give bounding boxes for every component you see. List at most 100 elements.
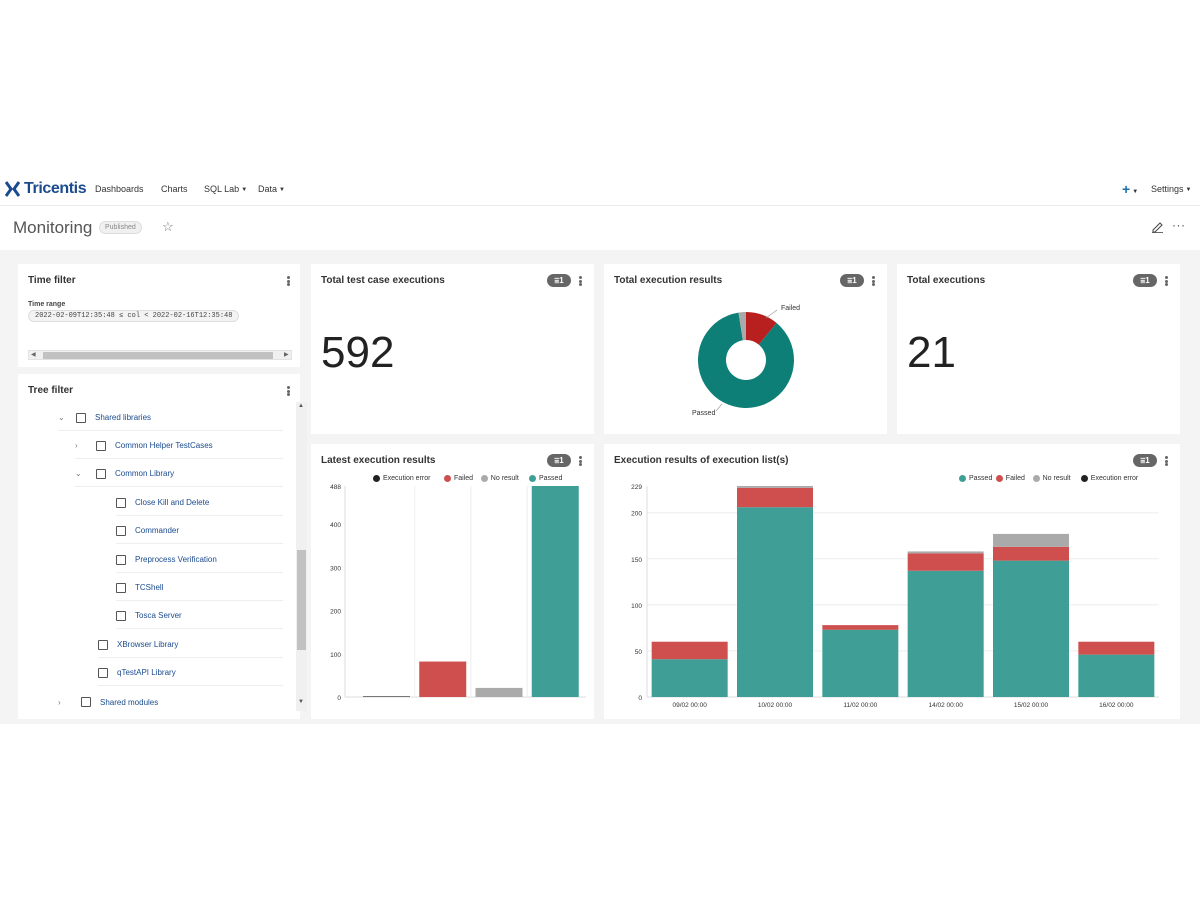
card-menu-icon[interactable] (575, 274, 585, 288)
legend-dot-icon (444, 475, 451, 482)
card-menu-icon[interactable] (868, 274, 878, 288)
tree-filter-card: Tree filter ⌄ Shared libraries › Common He… (18, 374, 307, 719)
bar-segment-passed (993, 560, 1069, 697)
legend-item[interactable]: No result (1032, 475, 1071, 482)
legend-item[interactable]: Execution error (1080, 475, 1139, 482)
tree-item[interactable]: qTestAPI Library (98, 660, 283, 686)
settings-menu[interactable]: Settings ▼ (1151, 184, 1191, 194)
top-navbar: Tricentis Dashboards Charts SQL Lab ▼ Dat… (0, 172, 1200, 206)
filter-count-badge[interactable]: ⩸1 (547, 274, 571, 287)
tree-item[interactable]: Close Kill and Delete (116, 490, 283, 516)
chevron-right-icon[interactable]: › (58, 697, 61, 707)
settings-label: Settings (1151, 184, 1184, 194)
x-tick-label: 10/02 00:00 (758, 702, 793, 709)
tree-item[interactable]: › Shared modules (58, 689, 283, 715)
brand-name: Tricentis (24, 180, 87, 197)
x-tick-label: 16/02 00:00 (1099, 702, 1134, 709)
tree-item-label: Common Library (115, 469, 175, 478)
filter-icon: ⩸ (1140, 456, 1146, 465)
edit-pencil-icon[interactable] (1151, 220, 1164, 233)
legend-dot-icon (1080, 475, 1088, 482)
scroll-left-icon[interactable]: ◀ (31, 352, 36, 358)
tree-item[interactable]: Preprocess Verification (116, 547, 283, 573)
tree-checkbox[interactable] (81, 697, 91, 707)
vertical-scrollbar[interactable]: ▲ ▼ (296, 402, 307, 711)
legend-dot-icon (995, 475, 1003, 482)
card-menu-icon[interactable] (283, 274, 293, 288)
card-menu-icon[interactable] (283, 384, 293, 398)
brand-logo[interactable]: Tricentis (5, 180, 87, 198)
filter-count-badge[interactable]: ⩸1 (1133, 274, 1157, 287)
tree-checkbox[interactable] (98, 639, 108, 650)
tree-item[interactable]: Commander (116, 518, 283, 544)
page-title: Monitoring (13, 218, 93, 237)
tree-item[interactable]: Tosca Server (116, 603, 283, 629)
tree-checkbox[interactable] (96, 440, 106, 451)
new-item-button[interactable]: + ▼ (1122, 181, 1138, 197)
tree-checkbox[interactable] (96, 468, 106, 479)
tree-item-label: Common Helper TestCases (115, 441, 213, 450)
tree-item-label: Shared libraries (95, 413, 152, 422)
filter-count-badge[interactable]: ⩸1 (1133, 454, 1157, 467)
tree-item-label: qTestAPI Library (117, 668, 176, 677)
slice-label: Passed (692, 410, 715, 417)
horizontal-scrollbar[interactable]: ◀ ▶ (28, 350, 292, 360)
legend-dot-icon (529, 475, 536, 482)
scroll-thumb[interactable] (297, 550, 306, 650)
filter-icon: ⩸ (1140, 276, 1146, 285)
time-range-value[interactable]: 2022-02-09T12:35:48 ≤ col < 2022-02-16T1… (28, 310, 240, 322)
chevron-right-icon[interactable]: › (75, 441, 78, 450)
favorite-star-icon[interactable]: ☆ (162, 219, 174, 234)
time-filter-card: Time filter Time range 2022-02-09T12:35:… (18, 264, 300, 367)
tree-checkbox[interactable] (116, 554, 126, 565)
nav-charts[interactable]: Charts (161, 184, 188, 194)
card-menu-icon[interactable] (1161, 454, 1171, 468)
tree-checkbox[interactable] (116, 610, 126, 621)
y-tick-label: 0 (638, 695, 642, 702)
legend-item[interactable]: Passed (959, 475, 992, 482)
chevron-down-icon[interactable]: ⌄ (75, 469, 82, 478)
status-badge[interactable]: Published (99, 221, 142, 234)
tree-item-label: Close Kill and Delete (135, 498, 210, 507)
nav-data[interactable]: Data ▼ (258, 184, 285, 194)
scroll-up-icon[interactable]: ▲ (298, 403, 304, 409)
tree-item[interactable]: XBrowser Library (98, 632, 283, 658)
dashboard-header: Monitoring Published ☆ (0, 207, 1200, 249)
filter-count: 1 (852, 276, 857, 285)
more-options-icon[interactable]: ··· (1172, 218, 1186, 232)
legend-dot-icon (373, 475, 380, 482)
caret-down-icon: ▼ (241, 187, 248, 193)
legend-item[interactable]: Passed (529, 475, 562, 482)
legend-item[interactable]: Execution error (373, 475, 430, 482)
tree-checkbox[interactable] (76, 412, 86, 423)
tree-item[interactable]: TCShell (116, 575, 283, 601)
y-tick-label: 400 (330, 522, 341, 529)
x-tick-label: 14/02 00:00 (928, 702, 963, 709)
legend-item[interactable]: No result (480, 475, 519, 482)
scroll-right-icon[interactable]: ▶ (284, 352, 289, 358)
tree-item[interactable]: ⌄ Shared libraries (58, 405, 283, 431)
legend-item[interactable]: Failed (995, 475, 1025, 482)
tree-checkbox[interactable] (116, 497, 126, 508)
y-tick-label: 100 (330, 652, 341, 659)
scroll-down-icon[interactable]: ▼ (298, 699, 304, 705)
nav-sql-lab[interactable]: SQL Lab ▼ (204, 184, 247, 194)
total-execution-results-card: Total execution results ⩸1 Failed Passed (604, 264, 887, 434)
filter-count-badge[interactable]: ⩸1 (840, 274, 864, 287)
card-menu-icon[interactable] (575, 454, 585, 468)
card-menu-icon[interactable] (1161, 274, 1171, 288)
tree-item[interactable]: ⌄ Common Library (75, 461, 283, 487)
tree-checkbox[interactable] (116, 582, 126, 593)
tree-checkbox[interactable] (98, 667, 108, 678)
legend-label: Execution error (1090, 475, 1139, 482)
time-range-label: Time range (28, 301, 66, 308)
nav-dashboards[interactable]: Dashboards (95, 184, 144, 194)
scroll-thumb[interactable] (43, 352, 273, 359)
tree-item[interactable]: › Common Helper TestCases (75, 433, 283, 459)
card-title: Total execution results (614, 275, 723, 286)
nav-sql-lab-label: SQL Lab (204, 184, 240, 194)
filter-count-badge[interactable]: ⩸1 (547, 454, 571, 467)
legend-item[interactable]: Failed (444, 475, 473, 482)
chevron-down-icon[interactable]: ⌄ (58, 413, 65, 422)
tree-checkbox[interactable] (116, 525, 126, 536)
